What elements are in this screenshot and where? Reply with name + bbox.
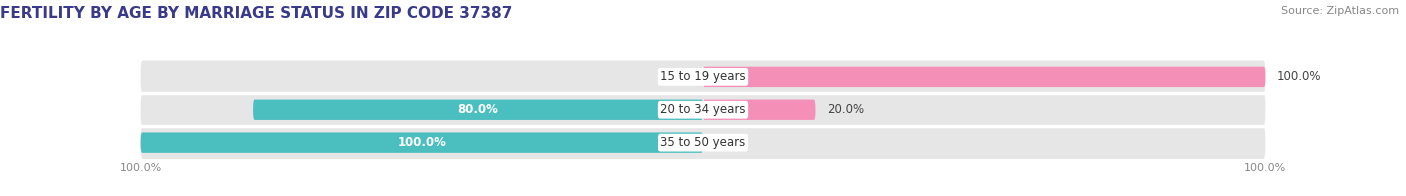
Text: 0.0%: 0.0% xyxy=(714,136,744,149)
FancyBboxPatch shape xyxy=(141,93,1265,126)
Text: 80.0%: 80.0% xyxy=(457,103,499,116)
Text: Source: ZipAtlas.com: Source: ZipAtlas.com xyxy=(1281,6,1399,16)
Text: 15 to 19 years: 15 to 19 years xyxy=(661,70,745,83)
Text: 0.0%: 0.0% xyxy=(662,70,692,83)
FancyBboxPatch shape xyxy=(253,100,703,120)
Text: FERTILITY BY AGE BY MARRIAGE STATUS IN ZIP CODE 37387: FERTILITY BY AGE BY MARRIAGE STATUS IN Z… xyxy=(0,6,512,21)
Text: 20 to 34 years: 20 to 34 years xyxy=(661,103,745,116)
FancyBboxPatch shape xyxy=(141,60,1265,93)
Text: 20.0%: 20.0% xyxy=(827,103,863,116)
Text: 35 to 50 years: 35 to 50 years xyxy=(661,136,745,149)
FancyBboxPatch shape xyxy=(141,126,1265,159)
FancyBboxPatch shape xyxy=(703,67,1265,87)
Text: 100.0%: 100.0% xyxy=(398,136,446,149)
FancyBboxPatch shape xyxy=(703,100,815,120)
FancyBboxPatch shape xyxy=(141,132,703,153)
Text: 100.0%: 100.0% xyxy=(1277,70,1322,83)
